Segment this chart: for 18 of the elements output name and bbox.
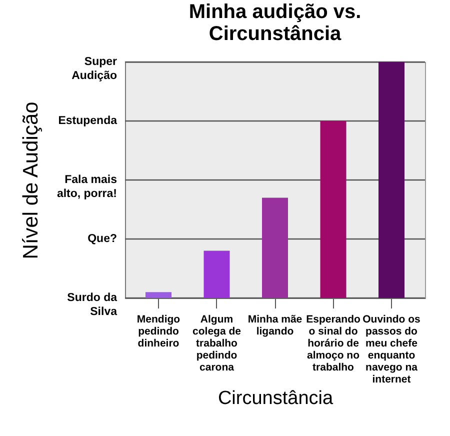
text: Que?	[88, 233, 117, 245]
text: Fala mais alto, porra!	[56, 174, 117, 200]
x-tick-label: Esperando o sinal do horário de almoço no trabalho	[306, 314, 360, 374]
bar	[320, 121, 346, 298]
bar	[204, 250, 230, 298]
y-axis-title: Nível de Audição	[20, 102, 42, 260]
text: Surdo da Silva	[67, 292, 118, 318]
text: Estupenda	[58, 115, 118, 127]
x-tick-label: Ouvindo os passos do meu chefe enquanto navego na internet	[362, 314, 421, 386]
chart-title: Minha audição vs. Circunstância	[188, 1, 362, 45]
text: Super Audição	[72, 56, 118, 82]
bar	[145, 292, 172, 298]
bar	[262, 198, 288, 298]
bar	[378, 62, 405, 298]
x-tick-label: Mendigo pedindo dinheiro	[136, 314, 180, 350]
x-tick-label: Minha mãe ligando	[248, 314, 302, 338]
x-tick-label: Algum colega de trabalho pedindo carona	[192, 314, 242, 374]
x-axis-title: Circunstância	[218, 388, 334, 409]
